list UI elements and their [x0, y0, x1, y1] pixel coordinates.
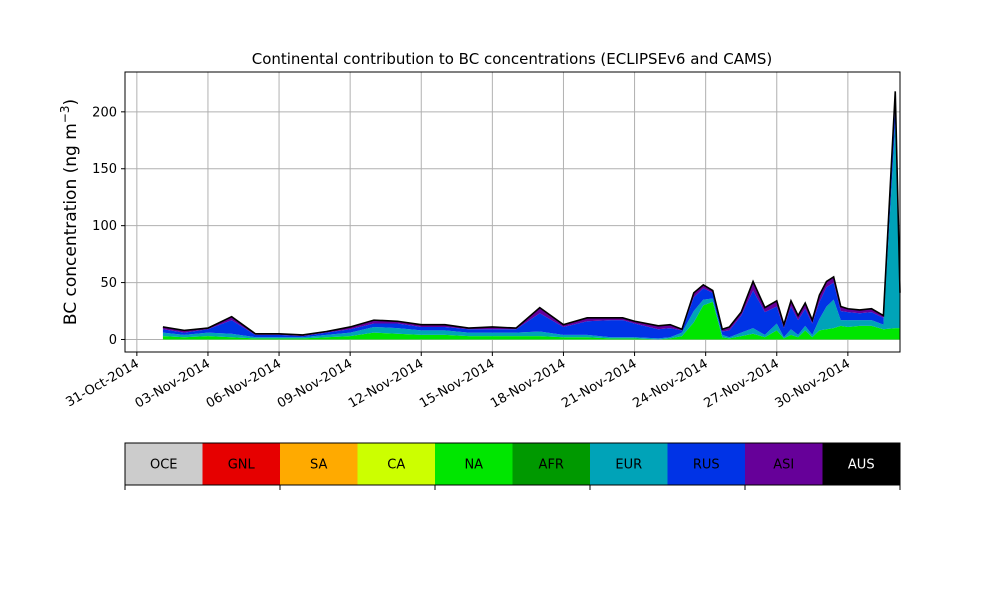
colorbar-label-asi: ASI [773, 458, 794, 473]
area-na [162, 301, 901, 340]
colorbar-label-eur: EUR [615, 458, 642, 473]
y-axis-label-close: ) [61, 99, 81, 106]
y-axis: 0 50 100 150 200 [92, 105, 125, 348]
y-tick-label-2: 100 [92, 219, 117, 234]
y-axis-label-main: BC concentration (ng m [61, 123, 81, 325]
colorbar-swatch-aus [822, 443, 901, 485]
colorbar-swatch-rus [667, 443, 746, 485]
colorbar-swatch-oce [125, 443, 203, 485]
colorbar-swatch-eur [590, 443, 668, 485]
colorbar-swatch-na [435, 443, 513, 485]
colorbar-swatch-gnl [202, 443, 281, 485]
area-eur [162, 123, 901, 340]
colorbar-label-oce: OCE [150, 458, 178, 473]
colorbar-frame [124, 442, 901, 486]
y-tick-label-3: 150 [92, 162, 117, 177]
colorbar-legend: OCE GNL SA CA NA AFR EUR RUS ASI AUS [124, 442, 901, 490]
colorbar-label-aus: AUS [848, 458, 875, 473]
colorbar-swatch-afr [512, 443, 591, 485]
colorbar-label-rus: RUS [693, 458, 720, 473]
y-axis-label-superscript: −3 [58, 105, 72, 123]
colorbar-label-gnl: GNL [228, 458, 256, 473]
colorbar-swatch-ca [357, 443, 436, 485]
chart-title: Continental contribution to BC concentra… [252, 50, 773, 68]
y-tick-label-4: 200 [92, 105, 117, 120]
stacked-areas [162, 91, 901, 340]
y-tick-label-1: 50 [100, 276, 117, 291]
plot-frame [124, 71, 901, 353]
y-tick-label-0: 0 [109, 333, 117, 348]
colorbar-swatch-asi [745, 443, 823, 485]
colorbar-label-ca: CA [387, 458, 405, 473]
colorbar-label-afr: AFR [539, 458, 564, 473]
y-axis-label: BC concentration (ng m−3) [58, 99, 81, 325]
colorbar-label-na: NA [464, 458, 483, 473]
colorbar-label-sa: SA [310, 458, 327, 473]
total-outline [162, 91, 901, 336]
colorbar-swatch-sa [280, 443, 358, 485]
